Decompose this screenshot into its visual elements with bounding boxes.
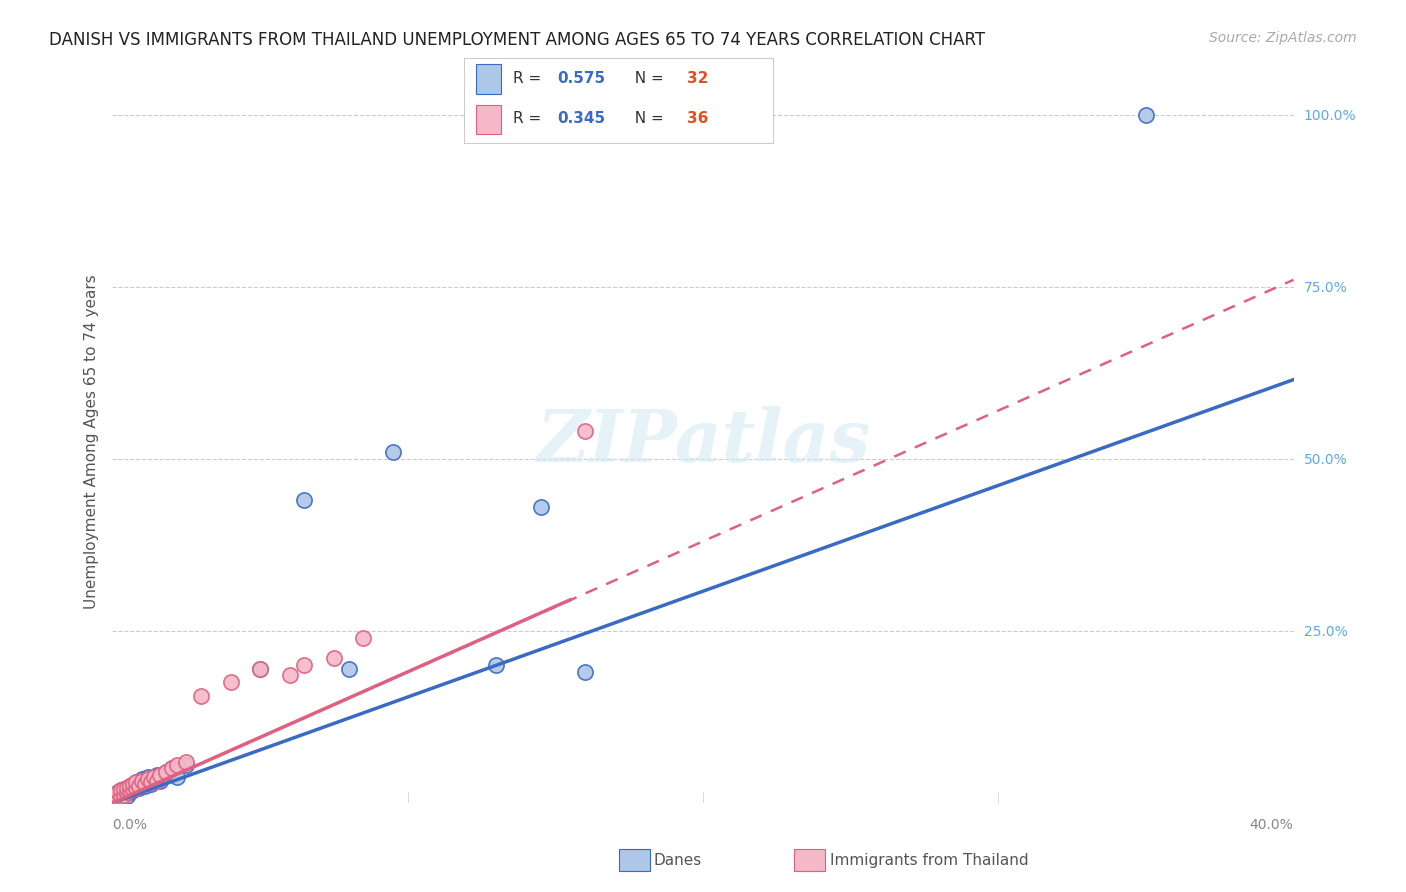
Point bbox=[278, 668, 301, 682]
Point bbox=[139, 776, 162, 790]
Point bbox=[122, 776, 145, 790]
Text: 32: 32 bbox=[686, 70, 709, 86]
Text: 0.345: 0.345 bbox=[557, 112, 605, 127]
Point bbox=[117, 789, 138, 803]
Point bbox=[104, 789, 127, 803]
Point bbox=[128, 780, 150, 795]
Text: Immigrants from Thailand: Immigrants from Thailand bbox=[830, 854, 1028, 868]
Point bbox=[104, 792, 127, 806]
Point bbox=[139, 775, 162, 789]
Point bbox=[142, 770, 165, 784]
Point bbox=[110, 783, 132, 797]
Point bbox=[249, 662, 271, 676]
Point bbox=[136, 770, 159, 784]
Point bbox=[110, 789, 132, 803]
Point bbox=[323, 651, 346, 665]
Point bbox=[149, 768, 172, 782]
Text: Danes: Danes bbox=[654, 854, 702, 868]
Text: R =: R = bbox=[513, 112, 547, 127]
Point bbox=[166, 758, 188, 772]
Point bbox=[136, 772, 159, 786]
Text: N =: N = bbox=[624, 70, 668, 86]
Point bbox=[160, 761, 183, 775]
Text: 0.575: 0.575 bbox=[557, 70, 605, 86]
Point bbox=[174, 755, 197, 769]
Point bbox=[382, 445, 405, 459]
Text: Source: ZipAtlas.com: Source: ZipAtlas.com bbox=[1209, 31, 1357, 45]
Point bbox=[166, 770, 188, 784]
Point bbox=[337, 662, 360, 676]
Point bbox=[574, 424, 596, 438]
Point bbox=[107, 785, 129, 799]
Point bbox=[146, 768, 169, 782]
Y-axis label: Unemployment Among Ages 65 to 74 years: Unemployment Among Ages 65 to 74 years bbox=[83, 274, 98, 609]
Point bbox=[149, 773, 172, 788]
Point bbox=[529, 500, 551, 514]
Point bbox=[352, 631, 374, 645]
Text: R =: R = bbox=[513, 70, 547, 86]
Point bbox=[107, 790, 129, 805]
Point bbox=[146, 773, 169, 788]
Text: DANISH VS IMMIGRANTS FROM THAILAND UNEMPLOYMENT AMONG AGES 65 TO 74 YEARS CORREL: DANISH VS IMMIGRANTS FROM THAILAND UNEMP… bbox=[49, 31, 986, 49]
Point bbox=[1135, 108, 1157, 122]
Point bbox=[122, 782, 145, 797]
Point bbox=[120, 783, 142, 797]
Text: 36: 36 bbox=[686, 112, 709, 127]
Point bbox=[112, 788, 135, 802]
Point bbox=[122, 783, 145, 797]
Point bbox=[110, 790, 132, 805]
Point bbox=[117, 785, 138, 799]
Point bbox=[120, 785, 142, 799]
Point bbox=[120, 779, 142, 793]
Point bbox=[112, 788, 135, 802]
Point bbox=[134, 776, 156, 790]
Text: N =: N = bbox=[624, 112, 668, 127]
FancyBboxPatch shape bbox=[477, 104, 501, 134]
Point bbox=[155, 764, 177, 779]
Point bbox=[117, 780, 138, 795]
Point bbox=[292, 493, 315, 508]
Point bbox=[574, 665, 596, 679]
Point bbox=[292, 658, 315, 673]
Point bbox=[125, 780, 148, 795]
Point bbox=[107, 785, 129, 799]
Point bbox=[190, 689, 212, 703]
Point bbox=[110, 783, 132, 797]
Point bbox=[120, 779, 142, 793]
Point bbox=[174, 758, 197, 772]
Point bbox=[155, 764, 177, 779]
Point bbox=[125, 775, 148, 789]
Point bbox=[134, 779, 156, 793]
Point bbox=[249, 662, 271, 676]
Text: 40.0%: 40.0% bbox=[1250, 818, 1294, 832]
Point bbox=[219, 675, 242, 690]
Point bbox=[131, 772, 153, 786]
Point bbox=[104, 792, 127, 806]
Point bbox=[160, 761, 183, 775]
FancyBboxPatch shape bbox=[477, 64, 501, 94]
Text: ZIPatlas: ZIPatlas bbox=[536, 406, 870, 477]
Point bbox=[117, 780, 138, 795]
Point bbox=[125, 775, 148, 789]
Point bbox=[112, 782, 135, 797]
Point bbox=[485, 658, 508, 673]
Point bbox=[128, 779, 150, 793]
Point bbox=[107, 789, 129, 803]
Point bbox=[112, 782, 135, 797]
Point bbox=[131, 773, 153, 788]
Text: 0.0%: 0.0% bbox=[112, 818, 148, 832]
